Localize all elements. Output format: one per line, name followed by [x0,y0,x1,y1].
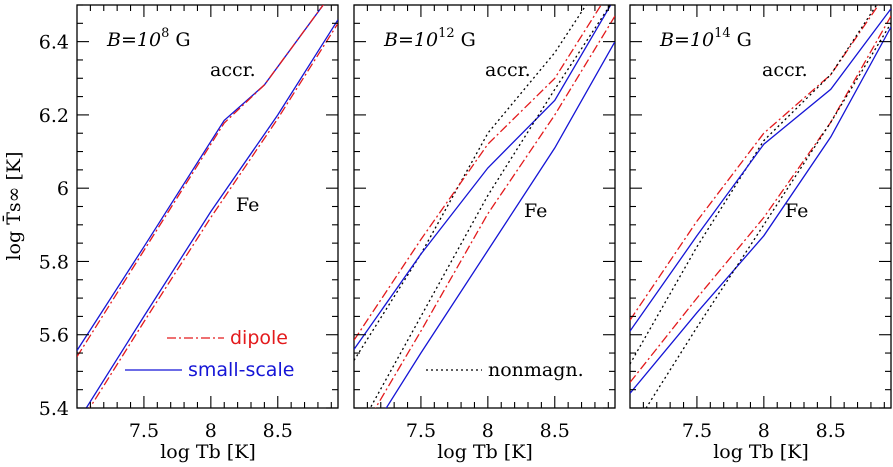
panel-1-b-label: B=108 G [106,26,191,51]
panel-2-b-label: B=1012 G [383,26,476,51]
x-tick-label: 8 [205,420,217,442]
panel-1-curve-fe-small [85,19,338,408]
panel-2-curves [354,5,615,408]
x-tick-label: 7.5 [682,420,712,442]
panel-1-curve-accr-small [77,5,325,351]
y-tick-label: 6 [57,178,69,200]
y-tick-label: 6.4 [39,32,69,54]
panel-3-x-axis-title: log Tb [K] [713,441,809,463]
panel-2-curve-fe-nonmag [369,5,611,408]
panel-2-x-axis-title: log Tb [K] [437,441,533,463]
y-axis-title: log T̄s∞ [K] [2,151,25,260]
panel-3-curve-accr-nonmag [630,5,878,365]
panel-2-curve-accr-small [354,5,612,350]
panel-2-curve-fe-small [385,41,615,408]
axis-ticks: 7.5 8 8.5 5.4 5.6 5.8 6 6.2 6.4 7.5 8 8.5 7.5 8 8.5 [39,4,891,442]
x-tick-label: 7.5 [129,420,159,442]
panel-2-curve-accr-nonmag [354,5,587,361]
legend-dipole-label: dipole [230,327,288,349]
x-tick-label: 8 [758,420,770,442]
y-tick-label: 5.8 [39,251,69,273]
panel-2-curve-accr-dipole [354,5,602,341]
panel-1-curves [77,5,338,408]
panel-3-fe-label: Fe [785,200,808,222]
panel-3-accr-label: accr. [762,59,808,81]
panel-1-accr-label: accr. [210,59,256,81]
panel-1-x-axis-title: log Tb [K] [160,441,256,463]
panel-3-curve-accr-small [630,8,891,332]
x-tick-label: 7.5 [406,420,436,442]
panel-2-accr-label: accr. [485,59,531,81]
legend-nonmagn-label: nonmagn. [488,359,584,381]
x-tick-label: 8.5 [263,420,293,442]
panel-3-frame [629,4,892,409]
panel-3-b-label: B=1014 G [659,26,752,51]
x-tick-label: 8 [482,420,494,442]
y-tick-label: 5.4 [39,398,69,420]
x-tick-label: 8.5 [540,420,570,442]
panel-3-curve-fe-small [630,26,891,394]
panel-3-curves [630,5,891,408]
panel-2-fe-label: Fe [524,200,547,222]
panel-3-curve-fe-nonmag [645,22,891,408]
y-tick-label: 5.6 [39,325,69,347]
panel-1-curve-accr-dipole [77,5,325,358]
y-tick-label: 6.2 [39,105,69,127]
panel-1-frame [76,4,339,409]
legend-small-scale-label: small-scale [188,359,294,381]
x-tick-label: 8.5 [816,420,846,442]
panel-3-curve-accr-dipole [630,5,880,321]
panel-3-curve-fe-dipole [630,15,891,383]
panel-2-curve-fe-dipole [374,15,615,408]
panel-1-fe-label: Fe [236,194,259,216]
